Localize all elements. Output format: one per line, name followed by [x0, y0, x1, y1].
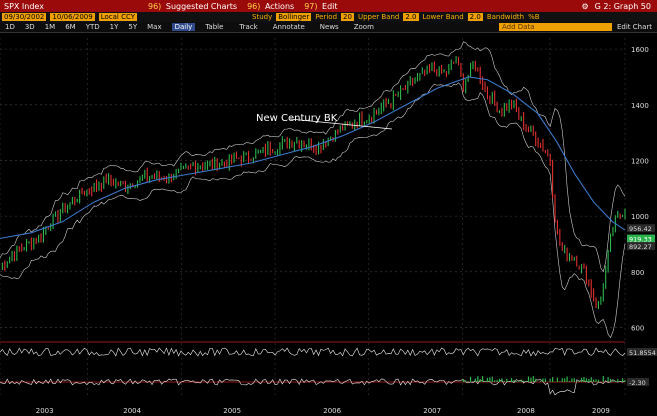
currency-field[interactable]: Local CCY	[98, 13, 138, 21]
menu-code: 96)	[148, 1, 162, 11]
x-tick-label: 2008	[517, 407, 535, 415]
period-label: Period	[315, 13, 338, 21]
price-chart[interactable]: 600 800 1000 1200 1400 1600 956.42 919.33892.2…	[0, 33, 657, 416]
x-tick-label: 2004	[123, 407, 141, 415]
menu-label: Actions	[264, 1, 295, 11]
edit-menu[interactable]: 97) Edit	[304, 2, 337, 11]
bollinger-bands	[0, 41, 626, 339]
value-badge-label: 919.33	[629, 236, 652, 244]
actions-menu[interactable]: 96) Actions	[247, 2, 294, 11]
study-label: Study	[252, 13, 273, 21]
period-field[interactable]: 20	[341, 13, 354, 21]
ma-line	[0, 76, 626, 239]
pctb-badge	[627, 378, 649, 386]
lower-band	[0, 82, 626, 339]
upper-band	[0, 41, 626, 273]
range-5y-button[interactable]: 5Y	[128, 23, 138, 31]
range-ytd-button[interactable]: YTD	[85, 23, 100, 31]
grid	[0, 38, 626, 398]
bandwidth-value: 51.8554	[629, 349, 656, 357]
range-max-button[interactable]: Max	[147, 23, 162, 31]
study-field[interactable]: Bollinger	[276, 13, 312, 21]
annotate-tool[interactable]: Annotate	[272, 23, 305, 31]
graph-label: G 2: Graph 50	[594, 1, 651, 11]
end-date-field[interactable]: 10/06/2009	[50, 13, 95, 21]
pctb-value: -2.30	[629, 379, 646, 387]
start-date-field[interactable]: 09/30/2002	[2, 13, 47, 21]
range-6m-button[interactable]: 6M	[65, 23, 76, 31]
upper-band-field[interactable]: 2.0	[403, 13, 419, 21]
y-tick-label: 1400	[631, 102, 649, 110]
study-bar: Study Bollinger Period 20 Upper Band 2.0…	[250, 12, 657, 22]
y-tick-label: 1600	[631, 46, 649, 54]
x-tick-label: 2007	[423, 407, 441, 415]
value-badge-label: 956.42	[629, 225, 652, 233]
y-tick-label: 1000	[631, 213, 649, 221]
bandwidth-badge	[627, 348, 657, 356]
x-tick-label: 2006	[323, 407, 341, 415]
bandwidth-line	[0, 347, 626, 357]
edit-chart-button[interactable]: Edit Chart	[616, 23, 652, 31]
x-tick-label: 2009	[592, 407, 610, 415]
settings-bar: 09/30/2002 10/06/2009 Local CCY	[0, 12, 657, 22]
menu-code: 96)	[247, 1, 261, 11]
x-tick-label: 2003	[36, 407, 54, 415]
range-1m-button[interactable]: 1M	[44, 23, 56, 31]
menu-label: Suggested Charts	[165, 1, 238, 11]
track-tool[interactable]: Track	[239, 23, 258, 31]
lower-band-field[interactable]: 2.0	[467, 13, 483, 21]
pctb-label[interactable]: %B	[528, 13, 540, 21]
pctb-panel: -2.30	[0, 376, 649, 396]
frequency-dropdown[interactable]: Daily	[171, 23, 196, 31]
x-axis: 2003 2004 2005 2006 2007 2008 2009	[36, 407, 610, 415]
table-button[interactable]: Table	[205, 23, 224, 31]
y-tick-label: 800	[631, 269, 644, 277]
bandwidth-panel: 51.8554	[0, 341, 657, 357]
ticker-label: SPX Index	[0, 1, 138, 11]
range-1y-button[interactable]: 1Y	[109, 23, 119, 31]
upper-band-label: Upper Band	[357, 13, 400, 21]
title-bar: SPX Index 96) Suggested Charts 96) Actio…	[0, 0, 657, 12]
news-tool[interactable]: News	[319, 23, 339, 31]
annotation-text: New Century BK	[256, 113, 338, 124]
y-tick-label: 600	[631, 324, 644, 332]
menu-code: 97)	[304, 1, 318, 11]
moving-average	[0, 76, 626, 239]
y-tick-label: 1200	[631, 157, 649, 165]
chart-settings-icon[interactable]: ⚙	[581, 1, 589, 11]
x-tick-label: 2005	[223, 407, 241, 415]
value-badge-label: 892.27	[629, 243, 652, 251]
y-axis: 600 800 1000 1200 1400 1600	[631, 46, 649, 332]
price-series	[1, 56, 626, 310]
zoom-tool[interactable]: Zoom	[353, 23, 374, 31]
range-1d-button[interactable]: 1D	[5, 23, 15, 31]
toolbar: 1D 3D 1M 6M YTD 1Y 5Y Max Daily Table Tr…	[0, 22, 657, 33]
value-badge	[627, 234, 655, 243]
bandwidth-label[interactable]: Bandwidth	[486, 13, 525, 21]
menu-label: Edit	[322, 1, 338, 11]
suggested-charts-menu[interactable]: 96) Suggested Charts	[148, 2, 237, 11]
value-badge	[627, 224, 655, 233]
value-badge	[627, 242, 655, 251]
range-3d-button[interactable]: 3D	[24, 23, 35, 31]
add-data-input[interactable]: Add Data	[498, 23, 612, 31]
lower-band-label: Lower Band	[422, 13, 464, 21]
annotation-arrow	[289, 118, 393, 130]
